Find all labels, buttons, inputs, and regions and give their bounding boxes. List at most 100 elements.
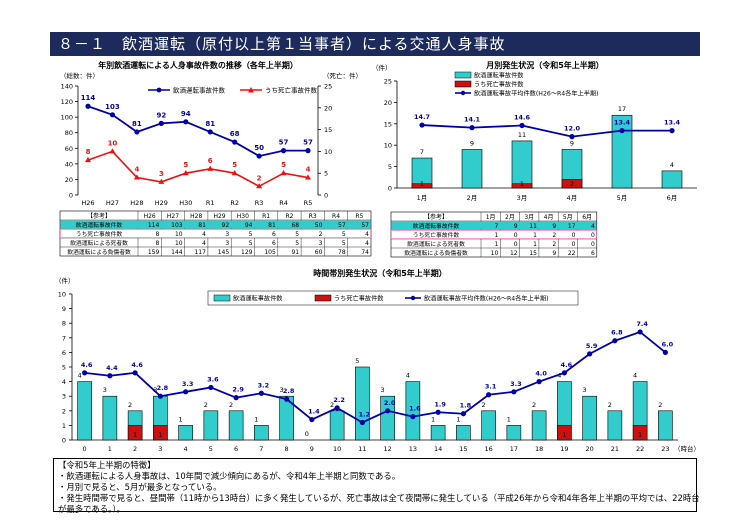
data-point-accidents [183, 119, 189, 125]
chart-title: 年別飲酒運転による人身事故件数の推移（各年上半期） [98, 60, 298, 70]
x-tick-label: 5月 [617, 194, 628, 202]
data-point-average [410, 414, 416, 420]
monthly-table-cell: 10 [491, 250, 499, 257]
data-label-accidents: 3 [103, 386, 107, 394]
data-label-average: 4.6 [81, 361, 93, 369]
yearly-table-cell: 5 [249, 240, 253, 247]
y-tick-label-right: 20 [324, 104, 332, 112]
legend-swatch-accidents [454, 71, 472, 79]
y-tick-label-left: 40 [65, 160, 73, 168]
legend-swatch-deaths [314, 294, 332, 302]
yearly-table-row-label: うち死亡事故件数 [76, 230, 123, 238]
yearly-table-header: R3 [309, 213, 317, 220]
data-label-accidents: 4 [633, 372, 637, 380]
bar-accidents [611, 114, 633, 189]
y-tick-label: 2 [62, 407, 66, 415]
legend-label-accidents: 飲酒運転事故件数 [233, 295, 283, 303]
x-tick-label: 16 [484, 445, 492, 453]
data-label-accidents: 50 [254, 144, 264, 152]
data-label-deaths: 10 [108, 139, 118, 147]
data-point-deaths [158, 178, 165, 184]
y-axis-unit-right: （死亡：件） [323, 71, 362, 80]
monthly-table-row-highlight [391, 230, 597, 239]
y-tick-label-left: 100 [61, 114, 73, 122]
yearly-table-cell: 103 [171, 222, 183, 229]
x-tick-label: 18 [535, 445, 543, 453]
data-label-accidents: 2 [482, 401, 486, 409]
y-tick-label: 0 [62, 437, 66, 445]
data-label-accidents: 1 [456, 415, 460, 423]
data-point-accidents [232, 139, 238, 145]
y-tick-label-right: 25 [324, 83, 332, 91]
yearly-table-cell: 3 [319, 240, 323, 247]
chart-title: 月別発生状況（令和5年上半期） [485, 60, 604, 70]
data-label-average: 2.0 [384, 399, 396, 407]
y-tick-label: 6 [62, 349, 66, 357]
bar-accidents [661, 170, 683, 189]
data-label-average: 1.6 [409, 405, 421, 413]
legend-label-average: 飲酒運転事故平均件数(H26～R4各年上半期) [424, 295, 549, 303]
bar-accidents [405, 381, 421, 441]
data-point-average [587, 351, 593, 357]
data-label-average: 2.9 [232, 386, 244, 394]
bar-accidents [506, 425, 522, 441]
x-tick-label: 10 [333, 445, 341, 453]
data-point-deaths [280, 170, 287, 176]
x-tick-label: 22 [636, 445, 644, 453]
yearly-table-cell: 5 [342, 240, 346, 247]
yearly-table-cell: 57 [338, 222, 346, 229]
data-point-accidents [134, 129, 140, 135]
data-label-average: 2.8 [157, 384, 169, 392]
bar-deaths [411, 183, 433, 189]
yearly-table-cell: 8 [155, 231, 159, 238]
yearly-table-header: H26 [144, 213, 156, 220]
legend-marker-average [460, 90, 466, 96]
data-label-average: 3.2 [258, 381, 270, 389]
y-axis-unit: （件） [372, 63, 392, 72]
data-label-deaths: 1 [638, 431, 642, 439]
x-tick-label: 7 [259, 445, 263, 453]
legend-label-deaths: うち死亡事故件数 [474, 81, 524, 89]
monthly-table-cell: 7 [494, 223, 498, 230]
data-point-deaths [305, 174, 311, 180]
y-tick-label: 5 [388, 163, 392, 171]
data-label-deaths: 4 [134, 166, 139, 174]
yearly-table-row-highlight [60, 229, 371, 238]
y-tick-label: 4 [62, 378, 66, 386]
bar-accidents [531, 410, 547, 441]
y-tick-label: 9 [62, 305, 66, 313]
bar-deaths [632, 425, 648, 441]
yearly-table-cell: 10 [175, 240, 183, 247]
data-label-accidents: 4 [670, 161, 674, 169]
x-tick-label: 20 [585, 445, 593, 453]
yearly-table-cell: 60 [315, 249, 323, 256]
x-tick-label: 13 [409, 445, 417, 453]
x-tick-label: 6 [234, 445, 238, 453]
x-tick-label: 9 [310, 445, 314, 453]
notes-line: が最多である。）。 [58, 504, 125, 514]
bar-deaths [127, 425, 143, 441]
bar-deaths [511, 183, 533, 189]
data-label-average: 1.8 [460, 402, 472, 410]
data-label-deaths: 1 [562, 431, 566, 439]
y-tick-label-right: 5 [324, 170, 328, 178]
y-tick-label-left: 120 [61, 98, 73, 106]
monthly-table-header: 6月 [582, 214, 592, 221]
yearly-table-row-label: 飲酒運転事故件数 [76, 221, 123, 229]
bar-accidents [456, 425, 471, 441]
data-point-average [132, 370, 138, 376]
legend-label-accidents: 飲酒運転事故件数 [474, 72, 524, 80]
monthly-table-cell: 9 [552, 250, 556, 257]
yearly-table-cell: 5 [342, 231, 346, 238]
yearly-table-cell: 3 [225, 240, 229, 247]
x-tick-label: R1 [206, 199, 215, 207]
data-label-accidents: 0 [305, 430, 309, 438]
yearly-table-cell: 81 [198, 222, 206, 229]
bar-accidents [279, 395, 294, 441]
data-label-accidents: 3 [153, 386, 157, 394]
y-tick-label-right: 0 [324, 192, 328, 200]
x-tick-label: 19 [560, 445, 568, 453]
data-label-deaths: 2 [570, 180, 574, 188]
y-tick-label-left: 80 [65, 129, 73, 137]
legend-box [207, 290, 579, 306]
